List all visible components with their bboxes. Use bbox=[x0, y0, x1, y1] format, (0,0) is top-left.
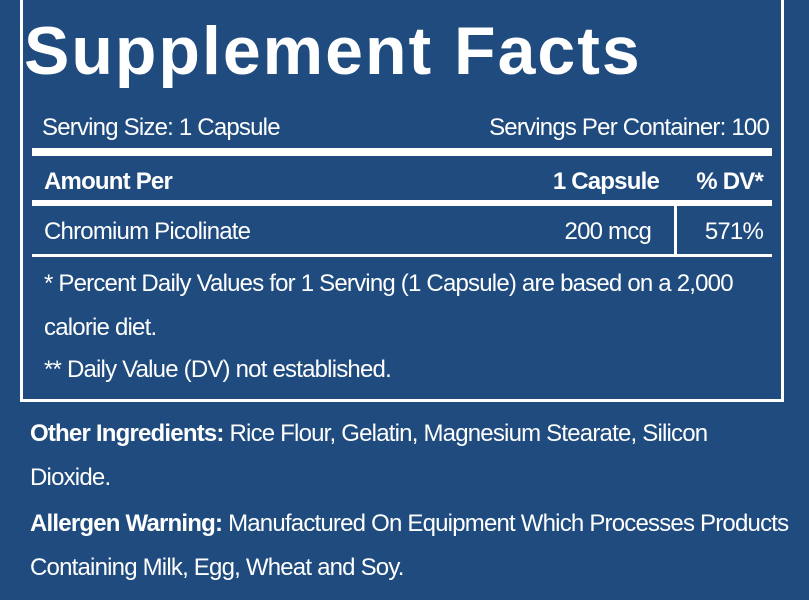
other-ingredients-text: Rice Flour, Gelatin, Magnesium Stearate,… bbox=[30, 420, 708, 491]
footnote: * Percent Daily Values for 1 Serving (1 … bbox=[44, 270, 734, 341]
nutrient-dv: 571% bbox=[704, 218, 764, 245]
allergen-label: Allergen Warning: bbox=[30, 510, 223, 537]
allergen-text: Manufactured On Equipment Which Processe… bbox=[30, 510, 789, 581]
nutrient-name: Chromium Picolinate bbox=[44, 218, 251, 245]
other-ingredients-label: Other Ingredients: bbox=[30, 420, 224, 447]
facts-box bbox=[20, 0, 784, 402]
nutrient-amount: 200 mcg bbox=[564, 218, 652, 245]
header-cell: Amount Per bbox=[44, 168, 173, 195]
thin-rule bbox=[32, 254, 772, 257]
servings-per-container: Servings Per Container: 100 bbox=[489, 114, 770, 141]
other-ingredients: Other Ingredients: Rice Flour, Gelatin, … bbox=[30, 412, 790, 500]
thick-rule bbox=[32, 148, 772, 156]
title: Supplement Facts bbox=[24, 13, 642, 89]
header-cell: 1 Capsule bbox=[552, 168, 660, 195]
column-divider bbox=[674, 206, 677, 254]
header-cell: % DV* bbox=[696, 168, 763, 195]
thick-rule bbox=[32, 200, 772, 206]
allergen-warning: Allergen Warning: Manufactured On Equipm… bbox=[30, 502, 790, 590]
serving-size: Serving Size: 1 Capsule bbox=[42, 114, 281, 141]
footnote: ** Daily Value (DV) not established. bbox=[44, 356, 392, 383]
